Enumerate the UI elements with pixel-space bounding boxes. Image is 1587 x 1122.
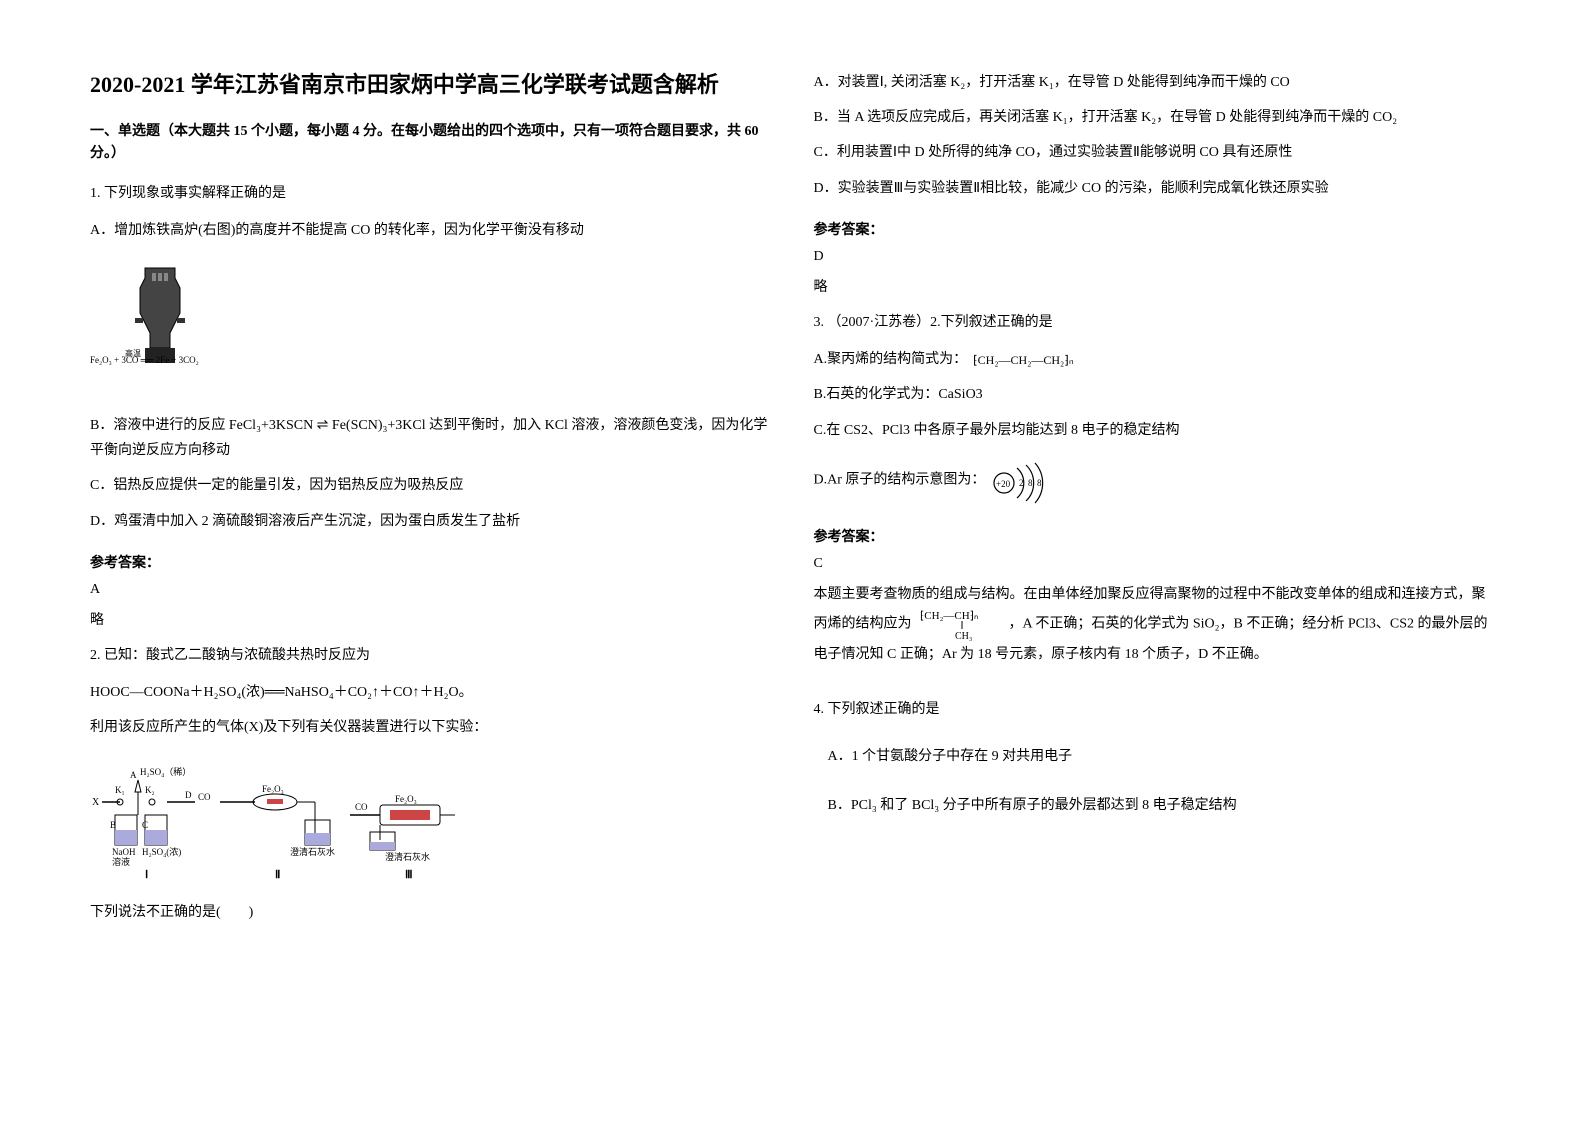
- q1-option-a: A．增加炼铁高炉(右图)的高度并不能提高 CO 的转化率，因为化学平衡没有移动: [90, 218, 774, 243]
- q2-option-d: D．实验装置Ⅲ与实验装置Ⅱ相比较，能减少 CO 的污染，能顺利完成氧化铁还原实验: [814, 176, 1498, 201]
- svg-text:NaOH: NaOH: [112, 847, 136, 857]
- furnace-icon: Fe₂O₃ + 3CO ══ 2Fe + 3CO₂ 高温: [90, 263, 230, 393]
- q4-option-a: A．1 个甘氨酸分子中存在 9 对共用电子: [828, 744, 1498, 769]
- svg-text:⁅CH₂—CH⁆ₙ: ⁅CH₂—CH⁆ₙ: [920, 610, 978, 622]
- left-column: 2020-2021 学年江苏省南京市田家炳中学高三化学联考试题含解析 一、单选题…: [90, 70, 774, 1082]
- svg-text:H₂SO₄（稀）: H₂SO₄（稀）: [140, 766, 191, 777]
- q1-furnace-figure: Fe₂O₃ + 3CO ══ 2Fe + 3CO₂ 高温: [90, 263, 774, 398]
- svg-text:Fe₂O₃: Fe₂O₃: [262, 784, 284, 794]
- svg-text:溶液: 溶液: [112, 856, 130, 867]
- q1-option-c: C．铝热反应提供一定的能量引发，因为铝热反应为吸热反应: [90, 473, 774, 498]
- q1-stem: 1. 下列现象或事实解释正确的是: [90, 181, 774, 206]
- q2-stem2: 利用该反应所产生的气体(X)及下列有关仪器装置进行以下实验：: [90, 715, 774, 740]
- svg-text:CO: CO: [355, 802, 368, 812]
- svg-text:K₁: K₁: [115, 785, 125, 795]
- svg-text:K₂: K₂: [145, 785, 155, 795]
- q3-option-b: B.石英的化学式为：CaSiO3: [814, 382, 1498, 407]
- q3-opt-d-pre: D.Ar 原子的结构示意图为：: [814, 472, 986, 487]
- q3-answer: C: [814, 556, 1498, 572]
- svg-text:X: X: [92, 797, 100, 808]
- q2-stem3: 下列说法不正确的是( ): [90, 900, 774, 925]
- right-column: A．对装置Ⅰ, 关闭活塞 K₂，打开活塞 K₁，在导管 D 处能得到纯净而干燥的…: [814, 70, 1498, 1082]
- q2-option-c: C．利用装置Ⅰ中 D 处所得的纯净 CO，通过实验装置Ⅱ能够说明 CO 具有还原…: [814, 140, 1498, 165]
- q1-brief: 略: [90, 608, 774, 633]
- svg-text:澄清石灰水: 澄清石灰水: [290, 846, 335, 857]
- svg-text:Fe₂O₃: Fe₂O₃: [395, 794, 417, 804]
- svg-text:⁅CH₂—CH₂—CH₂⁆ₙ: ⁅CH₂—CH₂—CH₂⁆ₙ: [973, 353, 1074, 367]
- svg-text:2: 2: [1019, 478, 1024, 488]
- svg-text:D: D: [185, 790, 192, 800]
- q4-stem: 4. 下列叙述正确的是: [814, 697, 1498, 722]
- svg-text:澄清石灰水: 澄清石灰水: [385, 851, 430, 862]
- polypropylene-formula-2: ⁅CH₂—CH⁆ₙ CH₃: [915, 607, 1005, 642]
- q2-equation: HOOC—COONa＋H₂SO₄(浓)══NaHSO₄＋CO₂↑＋CO↑＋H₂O…: [90, 680, 774, 705]
- q1-answer-label: 参考答案：: [90, 552, 774, 572]
- q1-option-d: D．鸡蛋清中加入 2 滴硫酸铜溶液后产生沉淀，因为蛋白质发生了盐析: [90, 509, 774, 534]
- q4-option-b: B．PCl₃ 和了 BCl₃ 分子中所有原子的最外层都达到 8 电子稳定结构: [828, 793, 1498, 818]
- svg-text:CO: CO: [198, 792, 211, 802]
- q3-stem: 3. （2007·江苏卷）2.下列叙述正确的是: [814, 310, 1498, 335]
- svg-text:B: B: [110, 820, 116, 830]
- q1-option-b: B．溶液中进行的反应 FeCl₃+3KSCN ⇌ Fe(SCN)₃+3KCl 达…: [90, 413, 774, 463]
- q3-option-c: C.在 CS2、PCl3 中各原子最外层均能达到 8 电子的稳定结构: [814, 418, 1498, 443]
- section-1-heading: 一、单选题（本大题共 15 个小题，每小题 4 分。在每小题给出的四个选项中，只…: [90, 121, 774, 166]
- svg-text:H₂SO₄(浓): H₂SO₄(浓): [142, 847, 181, 857]
- q3-option-a: A.聚丙烯的结构简式为： ⁅CH₂—CH₂—CH₂⁆ₙ: [814, 347, 1498, 372]
- q3-answer-label: 参考答案：: [814, 526, 1498, 546]
- svg-text:Ⅲ: Ⅲ: [405, 869, 413, 880]
- q2-answer-label: 参考答案：: [814, 219, 1498, 239]
- q2-brief: 略: [814, 275, 1498, 300]
- q2-eq-text: HOOC—COONa＋H₂SO₄(浓)══NaHSO₄＋CO₂↑＋CO↑＋H₂O…: [90, 685, 473, 700]
- svg-text:CH₃: CH₃: [955, 631, 972, 642]
- polypropylene-formula-1: ⁅CH₂—CH₂—CH₂⁆ₙ: [971, 350, 1091, 370]
- svg-text:+20: +20: [996, 479, 1011, 489]
- atom-structure-icon: +20 2 8 8: [989, 453, 1049, 508]
- apparatus-icon: X K₁ A H₂SO₄（稀） K₂ B NaOH 溶液 C H₂SO₄(浓) …: [90, 760, 470, 880]
- svg-text:8: 8: [1028, 478, 1033, 488]
- exam-title: 2020-2021 学年江苏省南京市田家炳中学高三化学联考试题含解析: [90, 70, 774, 101]
- q3-opt-a-pre: A.聚丙烯的结构简式为：: [814, 352, 968, 367]
- q2-option-a: A．对装置Ⅰ, 关闭活塞 K₂，打开活塞 K₁，在导管 D 处能得到纯净而干燥的…: [814, 70, 1498, 95]
- svg-text:Ⅱ: Ⅱ: [275, 869, 280, 880]
- svg-text:Ⅰ: Ⅰ: [145, 869, 148, 880]
- q2-answer: D: [814, 249, 1498, 265]
- q2-option-b: B．当 A 选项反应完成后，再关闭活塞 K₁，打开活塞 K₂，在导管 D 处能得…: [814, 105, 1498, 130]
- q1-answer: A: [90, 582, 774, 598]
- svg-text:高温: 高温: [125, 348, 141, 358]
- q2-stem: 2. 已知：酸式乙二酸钠与浓硫酸共热时反应为: [90, 643, 774, 668]
- svg-text:C: C: [142, 820, 148, 830]
- svg-text:8: 8: [1037, 478, 1042, 488]
- svg-text:A: A: [130, 770, 137, 780]
- q2-apparatus-figure: X K₁ A H₂SO₄（稀） K₂ B NaOH 溶液 C H₂SO₄(浓) …: [90, 760, 774, 885]
- q3-explanation: 本题主要考查物质的组成与结构。在由单体经加聚反应得高聚物的过程中不能改变单体的组…: [814, 582, 1498, 667]
- q3-option-d: D.Ar 原子的结构示意图为： +20 2 8 8: [814, 453, 1498, 508]
- svg-text:Fe₂O₃ + 3CO ══ 2Fe + 3CO₂: Fe₂O₃ + 3CO ══ 2Fe + 3CO₂: [90, 355, 199, 365]
